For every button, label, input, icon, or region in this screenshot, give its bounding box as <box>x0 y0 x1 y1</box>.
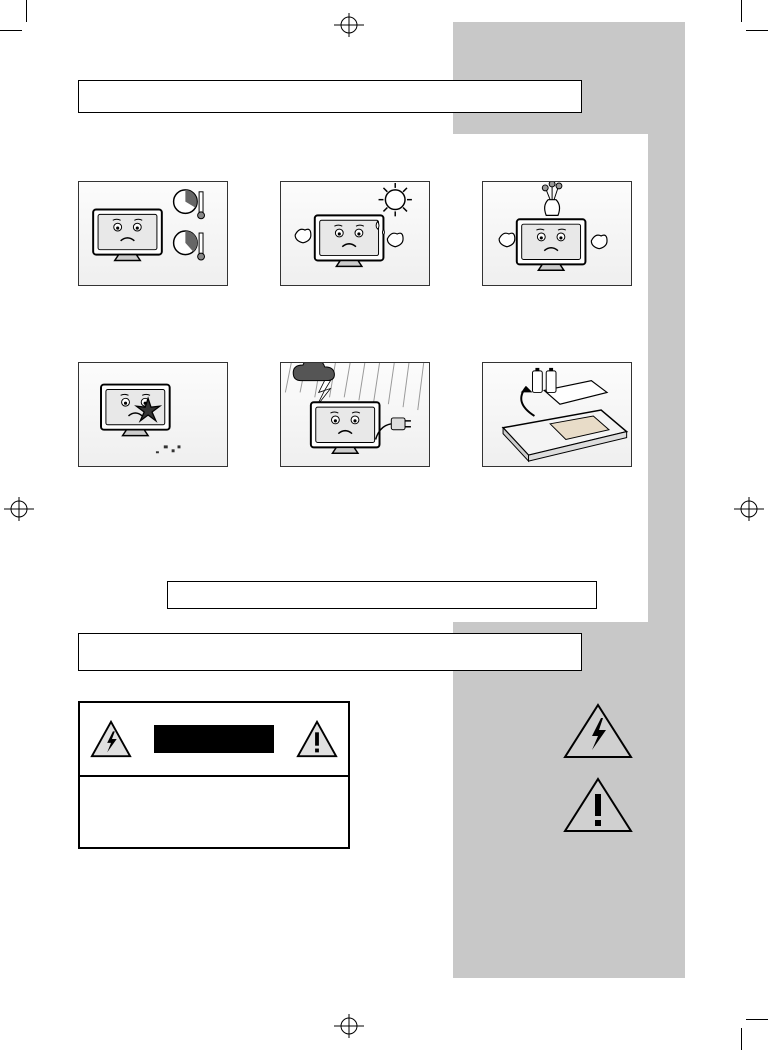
registration-mark-top <box>334 13 364 37</box>
illustration-temperature <box>78 181 228 286</box>
crop-mark-tr <box>728 0 768 36</box>
shock-hazard-icon-large <box>562 702 634 760</box>
illustration-sunlight <box>280 181 430 286</box>
section-heading-1 <box>78 80 582 113</box>
registration-mark-right <box>734 497 764 521</box>
registration-mark-left <box>4 497 34 521</box>
caution-body <box>80 777 348 849</box>
gray-panel-top <box>453 22 685 134</box>
caution-label-band <box>154 725 274 753</box>
section-heading-2 <box>167 581 597 609</box>
registration-mark-bottom <box>334 1014 364 1038</box>
illustration-vase <box>482 181 632 286</box>
section-heading-3 <box>78 633 582 671</box>
warning-exclamation-icon-large <box>562 776 634 834</box>
illustration-storm <box>280 362 430 467</box>
crop-mark-tl <box>0 0 40 36</box>
illustration-impact <box>78 362 228 467</box>
shock-hazard-icon <box>90 719 132 759</box>
crop-mark-br <box>728 1014 768 1050</box>
caution-top-row <box>80 703 348 777</box>
illustration-remote-batteries <box>482 362 632 467</box>
caution-box <box>78 701 350 849</box>
warning-exclamation-icon <box>296 719 338 759</box>
